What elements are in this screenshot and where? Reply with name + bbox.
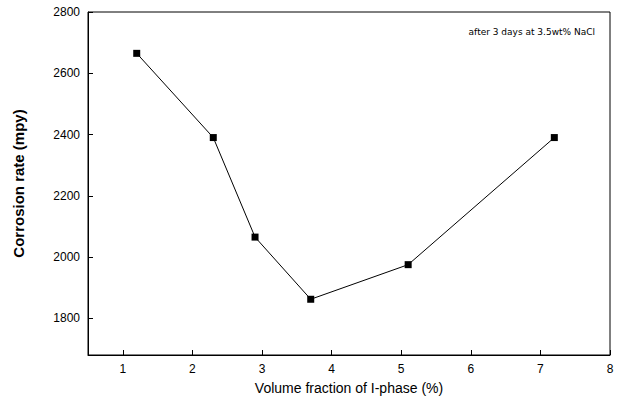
svg-text:6: 6 — [467, 362, 474, 376]
svg-text:1800: 1800 — [53, 311, 80, 325]
svg-text:2400: 2400 — [53, 128, 80, 142]
svg-text:Corrosion rate (mpy): Corrosion rate (mpy) — [10, 109, 27, 257]
svg-text:8: 8 — [607, 362, 614, 376]
svg-text:3: 3 — [259, 362, 266, 376]
svg-text:after 3 days at 3.5wt% NaCl: after 3 days at 3.5wt% NaCl — [469, 27, 595, 37]
svg-text:2000: 2000 — [53, 250, 80, 264]
svg-text:7: 7 — [537, 362, 544, 376]
svg-text:4: 4 — [328, 362, 335, 376]
svg-text:5: 5 — [398, 362, 405, 376]
svg-text:2200: 2200 — [53, 189, 80, 203]
svg-text:2800: 2800 — [53, 5, 80, 19]
svg-text:2600: 2600 — [53, 66, 80, 80]
svg-text:Volume fraction of I-phase (%): Volume fraction of I-phase (%) — [255, 380, 443, 396]
svg-text:2: 2 — [189, 362, 196, 376]
svg-text:1: 1 — [119, 362, 126, 376]
